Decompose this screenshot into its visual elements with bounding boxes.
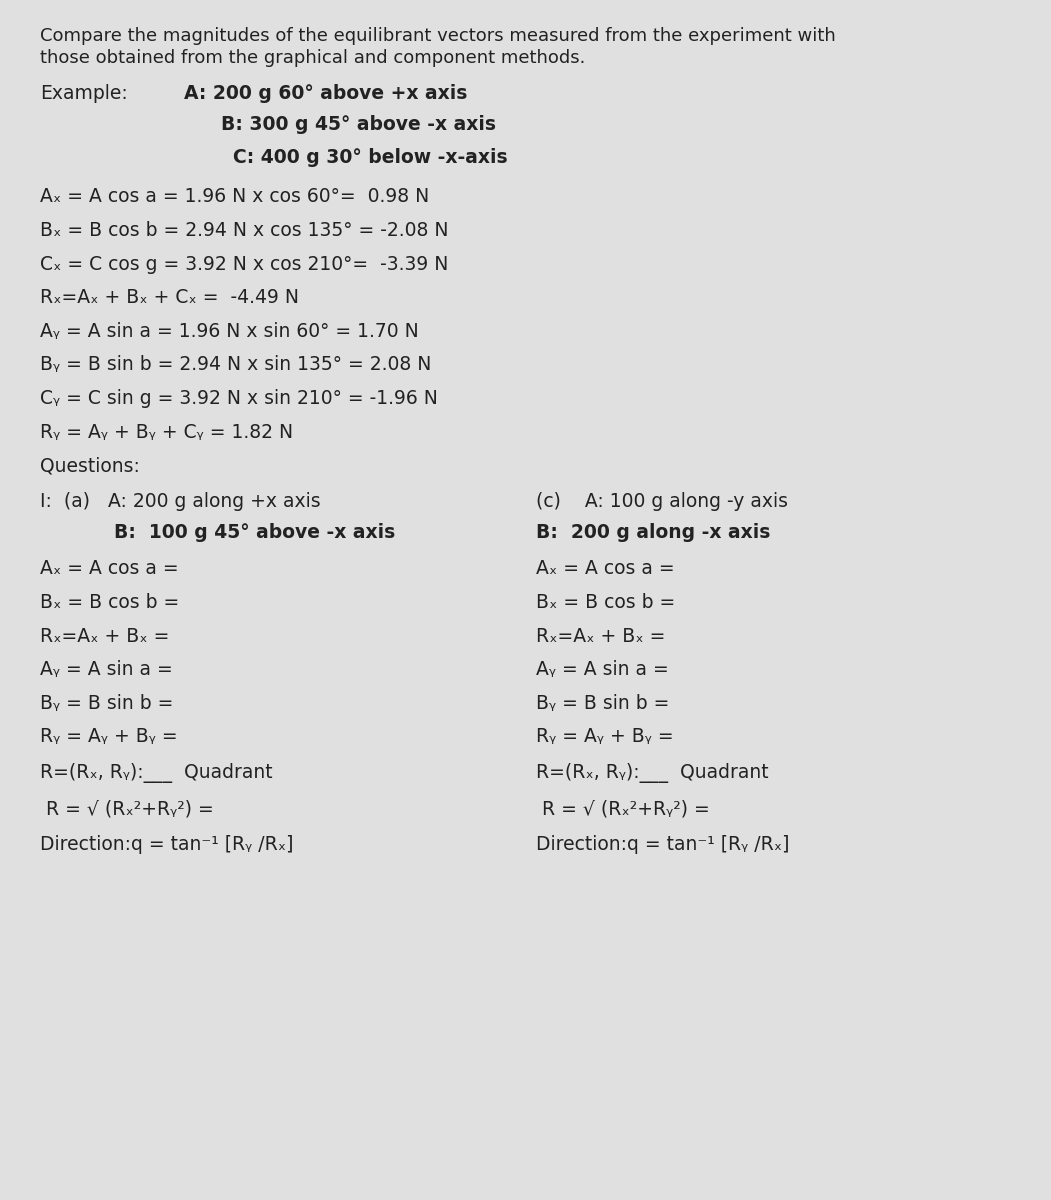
Text: R = √ (Rₓ²+Rᵧ²) =: R = √ (Rₓ²+Rᵧ²) =: [40, 799, 213, 818]
Text: Aₓ = A cos a =: Aₓ = A cos a =: [40, 559, 179, 578]
Text: Example:: Example:: [40, 84, 127, 103]
Text: Aᵧ = A sin a = 1.96 N x sin 60° = 1.70 N: Aᵧ = A sin a = 1.96 N x sin 60° = 1.70 N: [40, 322, 418, 341]
Text: Aᵧ = A sin a =: Aᵧ = A sin a =: [40, 660, 172, 679]
Text: Aᵧ = A sin a =: Aᵧ = A sin a =: [536, 660, 668, 679]
Text: Bᵧ = B sin b =: Bᵧ = B sin b =: [40, 694, 173, 713]
Text: R=(Rₓ, Rᵧ):___  Quadrant: R=(Rₓ, Rᵧ):___ Quadrant: [40, 763, 272, 782]
Text: Bᵧ = B sin b =: Bᵧ = B sin b =: [536, 694, 669, 713]
Text: Cₓ = C cos g = 3.92 N x cos 210°=  -3.39 N: Cₓ = C cos g = 3.92 N x cos 210°= -3.39 …: [40, 254, 449, 274]
Text: Aₓ = A cos a = 1.96 N x cos 60°=  0.98 N: Aₓ = A cos a = 1.96 N x cos 60°= 0.98 N: [40, 187, 429, 206]
Text: those obtained from the graphical and component methods.: those obtained from the graphical and co…: [40, 49, 585, 67]
Text: C: 400 g 30° below -x-axis: C: 400 g 30° below -x-axis: [233, 148, 508, 167]
Text: I:  (a)   A: 200 g along +x axis: I: (a) A: 200 g along +x axis: [40, 492, 321, 511]
Text: Rₓ=Aₓ + Bₓ + Cₓ =  -4.49 N: Rₓ=Aₓ + Bₓ + Cₓ = -4.49 N: [40, 288, 298, 307]
Text: Direction:q = tan⁻¹ [Rᵧ /Rₓ]: Direction:q = tan⁻¹ [Rᵧ /Rₓ]: [40, 835, 293, 854]
Text: (c)    A: 100 g along -y axis: (c) A: 100 g along -y axis: [536, 492, 788, 511]
Text: B:  100 g 45° above -x axis: B: 100 g 45° above -x axis: [114, 523, 395, 542]
Text: Bᵧ = B sin b = 2.94 N x sin 135° = 2.08 N: Bᵧ = B sin b = 2.94 N x sin 135° = 2.08 …: [40, 355, 431, 374]
Text: B: 300 g 45° above -x axis: B: 300 g 45° above -x axis: [221, 115, 496, 134]
Text: Rᵧ = Aᵧ + Bᵧ =: Rᵧ = Aᵧ + Bᵧ =: [536, 727, 674, 746]
Text: Aₓ = A cos a =: Aₓ = A cos a =: [536, 559, 675, 578]
Text: Direction:q = tan⁻¹ [Rᵧ /Rₓ]: Direction:q = tan⁻¹ [Rᵧ /Rₓ]: [536, 835, 789, 854]
Text: Rᵧ = Aᵧ + Bᵧ =: Rᵧ = Aᵧ + Bᵧ =: [40, 727, 178, 746]
Text: A: 200 g 60° above +x axis: A: 200 g 60° above +x axis: [184, 84, 468, 103]
Text: Questions:: Questions:: [40, 456, 140, 475]
Text: Bₓ = B cos b =: Bₓ = B cos b =: [40, 593, 179, 612]
Text: Rᵧ = Aᵧ + Bᵧ + Cᵧ = 1.82 N: Rᵧ = Aᵧ + Bᵧ + Cᵧ = 1.82 N: [40, 422, 293, 442]
Text: Cᵧ = C sin g = 3.92 N x sin 210° = -1.96 N: Cᵧ = C sin g = 3.92 N x sin 210° = -1.96…: [40, 389, 438, 408]
Text: R=(Rₓ, Rᵧ):___  Quadrant: R=(Rₓ, Rᵧ):___ Quadrant: [536, 763, 768, 782]
Text: Compare the magnitudes of the equilibrant vectors measured from the experiment w: Compare the magnitudes of the equilibran…: [40, 26, 836, 44]
Text: R = √ (Rₓ²+Rᵧ²) =: R = √ (Rₓ²+Rᵧ²) =: [536, 799, 709, 818]
Text: Bₓ = B cos b =: Bₓ = B cos b =: [536, 593, 675, 612]
Text: Rₓ=Aₓ + Bₓ =: Rₓ=Aₓ + Bₓ =: [40, 626, 169, 646]
Text: B:  200 g along -x axis: B: 200 g along -x axis: [536, 523, 770, 542]
Text: Rₓ=Aₓ + Bₓ =: Rₓ=Aₓ + Bₓ =: [536, 626, 665, 646]
Text: Bₓ = B cos b = 2.94 N x cos 135° = -2.08 N: Bₓ = B cos b = 2.94 N x cos 135° = -2.08…: [40, 221, 449, 240]
